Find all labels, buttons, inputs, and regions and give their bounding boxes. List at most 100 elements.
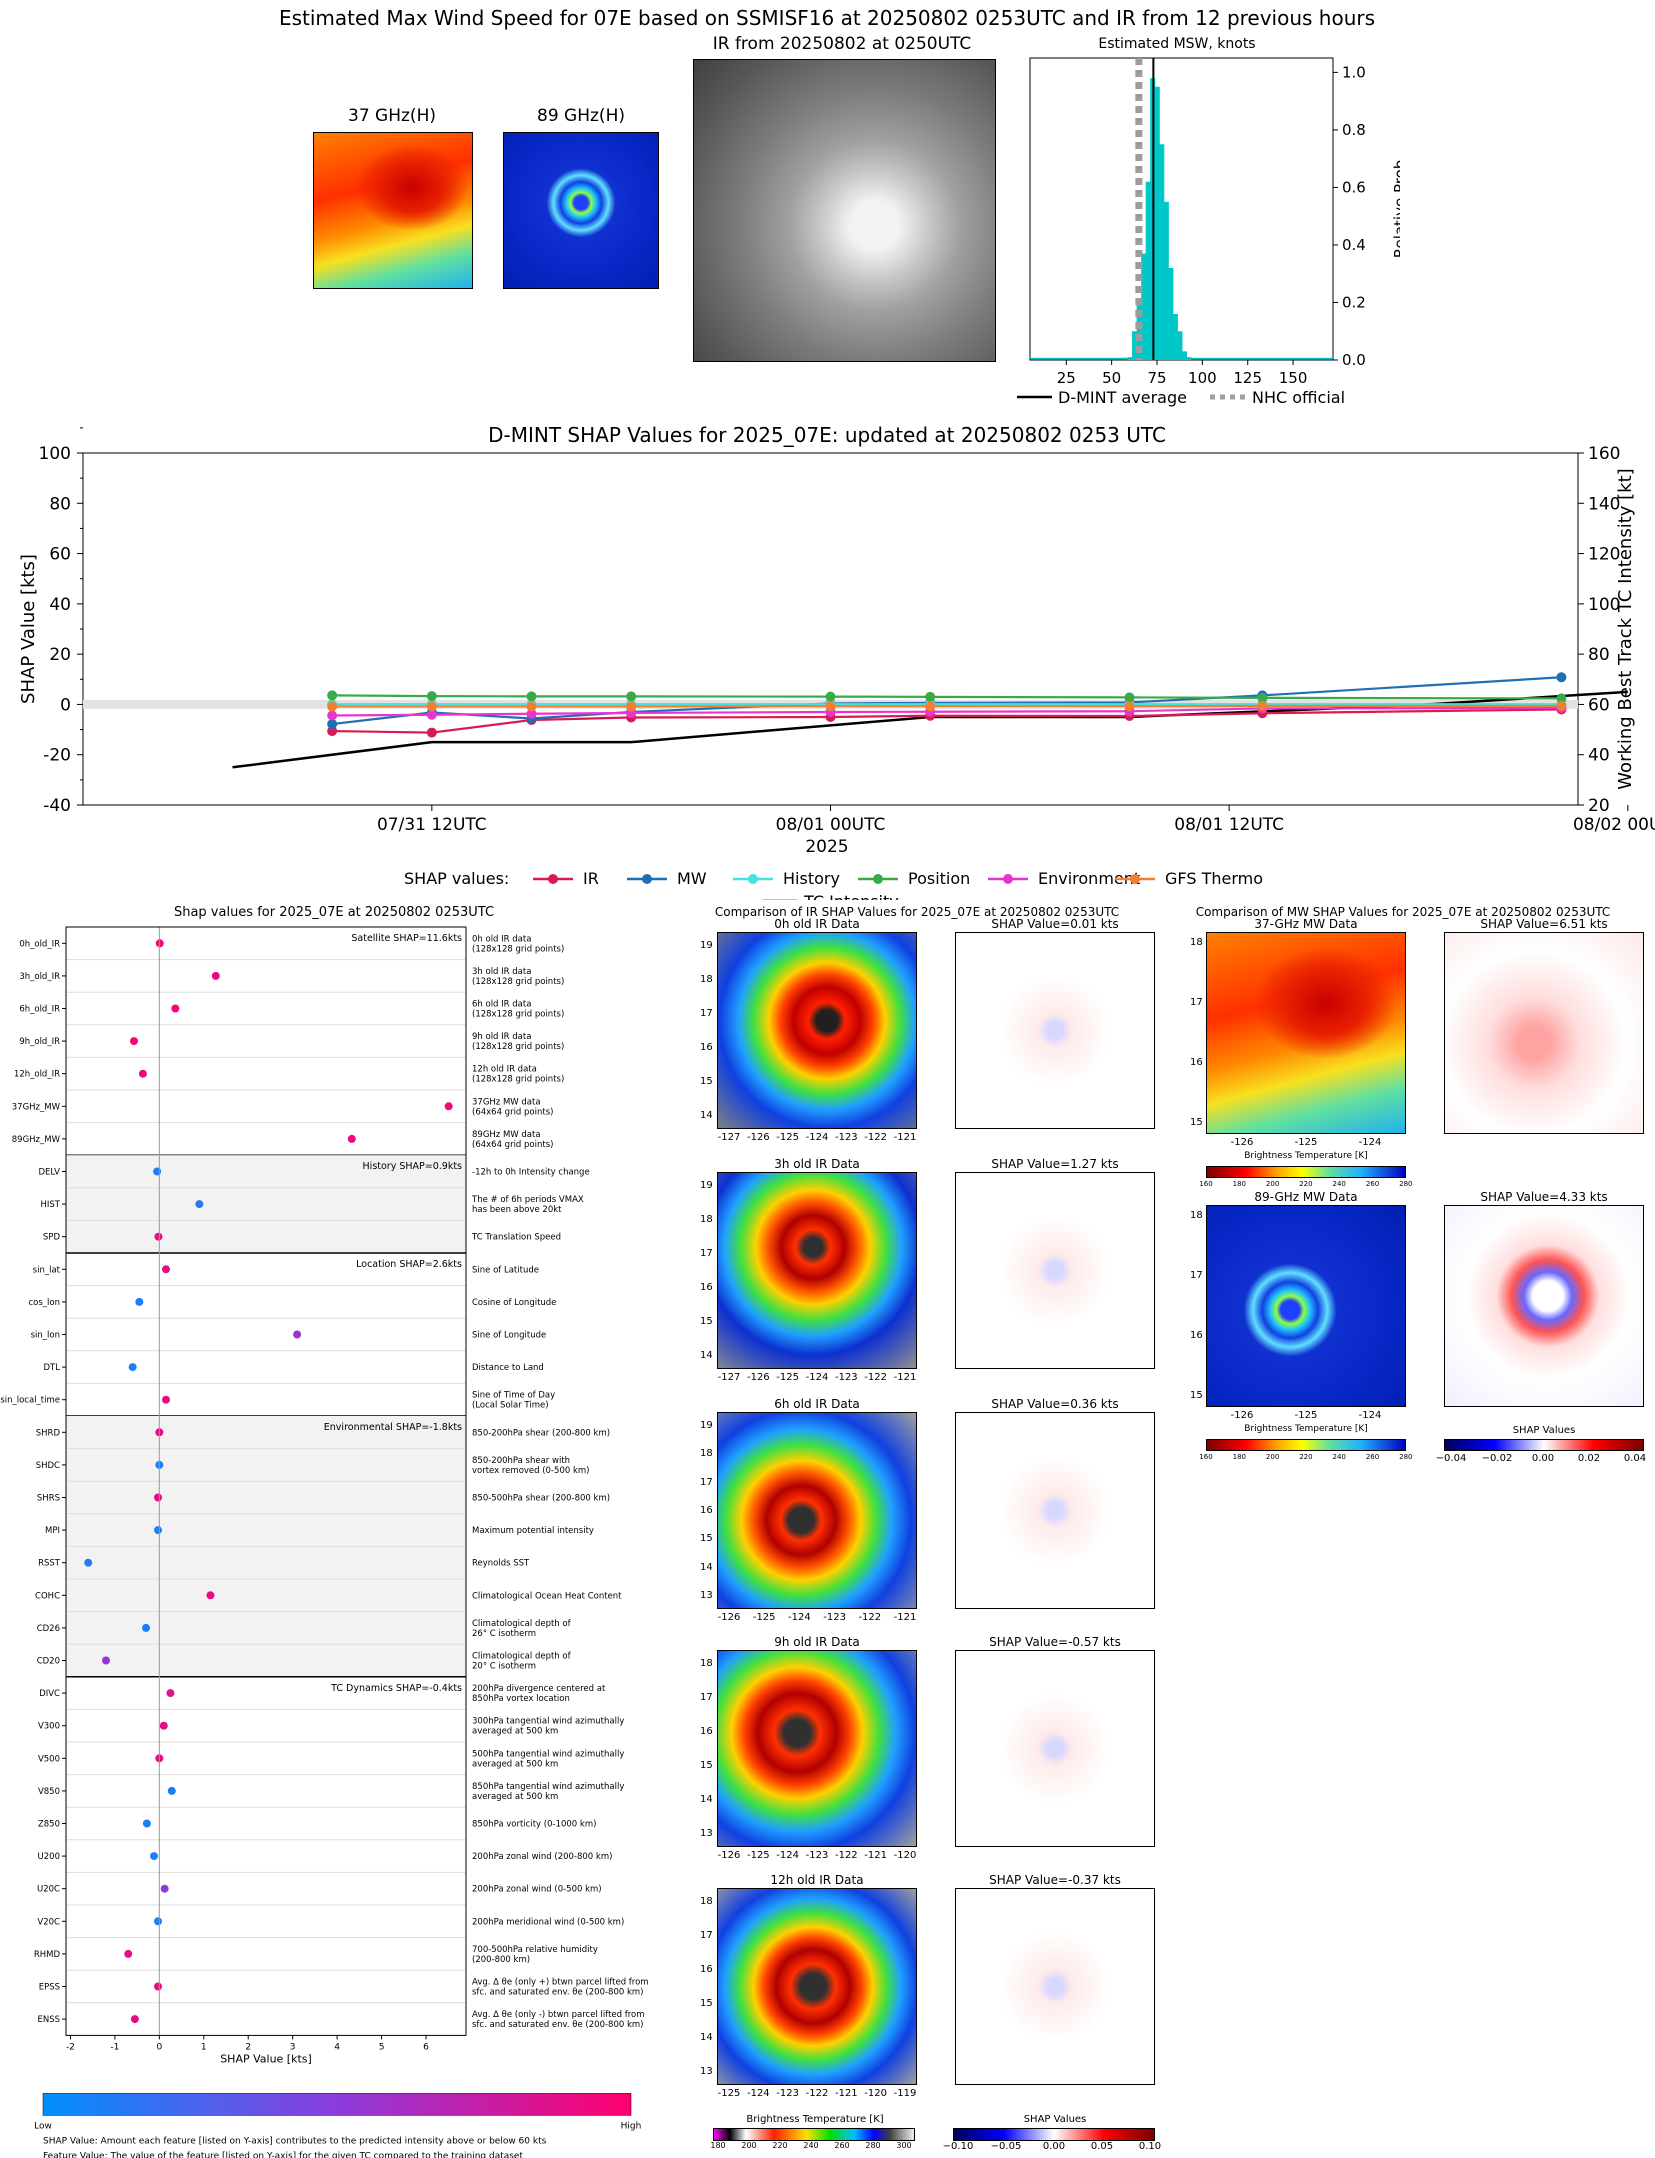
legend-swatch-dot <box>1003 874 1013 884</box>
ir-xtick-label: -125 <box>776 1372 800 1383</box>
feature-colorbar <box>42 2093 632 2116</box>
feature-xtick-label: -2 <box>66 2042 75 2052</box>
feature-shap-dot <box>130 1037 138 1046</box>
ir-ytick-label: 15 <box>700 1076 713 1087</box>
ir-shap-label: SHAP Values <box>1023 2114 1087 2125</box>
ir-xtick-label: -124 <box>805 1372 829 1383</box>
mw-xtick-label: -126 <box>1230 1410 1254 1421</box>
ir-ytick-label: 16 <box>700 1726 713 1737</box>
feature-name: COHC <box>35 1591 60 1601</box>
mw-bt-tick: 200 <box>1265 1453 1280 1461</box>
ir-xtick-label: -125 <box>746 1850 770 1861</box>
feature-desc: 37GHz MW data <box>472 1097 541 1107</box>
line-ylabel-right: Working Best Track TC Intensity [kt] <box>1615 468 1636 789</box>
ir-shap-tick: 0.10 <box>1138 2141 1162 2152</box>
feature-desc: vortex removed (0-500 km) <box>472 1466 589 1476</box>
feature-desc: 200hPa divergence centered at <box>472 1684 606 1694</box>
feature-desc: sfc. and saturated env. θe (200-800 km) <box>472 1988 644 1998</box>
legend-swatch-dot <box>1130 874 1140 884</box>
mw89-image <box>503 132 659 289</box>
mw-compare-title: Comparison of MW SHAP Values for 2025_07… <box>1195 905 1611 919</box>
histogram-bar <box>1177 331 1183 360</box>
ir-xtick-label: -120 <box>864 2088 888 2099</box>
histogram-ytick-label: 0.2 <box>1342 293 1366 311</box>
mw-bt-tick: 240 <box>1332 1453 1346 1461</box>
ir-xtick-label: -121 <box>893 1612 917 1623</box>
ir-bt-tick: 220 <box>772 2141 788 2150</box>
ir-row-label: 12h old IR Data <box>770 1873 864 1887</box>
mw-shap-colorbar <box>1444 1439 1644 1451</box>
feature-desc: averaged at 500 km <box>472 1792 558 1802</box>
ir-row-shap: SHAP Value=0.01 kts <box>991 917 1119 931</box>
series-point-mw <box>327 719 338 730</box>
mw-xtick-label: -126 <box>1230 1137 1254 1148</box>
ir-bt-tick: 300 <box>896 2141 912 2150</box>
series-point-mw <box>1556 672 1567 683</box>
ir-xtick-label: -124 <box>746 2088 770 2099</box>
ir-row-shap: SHAP Value=-0.37 kts <box>989 1873 1121 1887</box>
ir-xtick-label: -127 <box>717 1372 741 1383</box>
feature-shap-dot <box>206 1591 215 1600</box>
feature-desc: 200hPa zonal wind (0-500 km) <box>472 1885 602 1895</box>
group-shade <box>66 1155 466 1253</box>
ir-xtick-label: -125 <box>717 2088 741 2099</box>
ir-ytick-label: 18 <box>700 1658 713 1669</box>
feature-desc: 3h old IR data <box>472 967 531 977</box>
series-point-gfs-thermo <box>526 701 537 712</box>
series-point-environment <box>526 708 537 719</box>
feature-desc: (128x128 grid points) <box>472 944 564 954</box>
feature-desc: (64x64 grid points) <box>472 1107 553 1117</box>
colorbar-high-label: High <box>621 2121 642 2131</box>
ir-shap-image <box>955 1412 1155 1609</box>
left-ytick-label: 0 <box>60 695 71 715</box>
legend-label: History <box>783 869 840 888</box>
feature-desc: Reynolds SST <box>472 1559 530 1569</box>
ir-data-image <box>717 1172 917 1369</box>
ir-row-label: 9h old IR Data <box>774 1635 860 1649</box>
mw-shap-tick: −0.02 <box>1481 1453 1513 1464</box>
feature-shap-dot <box>130 2015 139 2024</box>
feature-xtick-label: 5 <box>379 2042 385 2052</box>
ir-row-label: 3h old IR Data <box>774 1157 860 1171</box>
histogram-bar <box>1168 267 1174 360</box>
histogram-bar <box>1136 299 1142 360</box>
feature-name: RHMD <box>34 1950 61 1960</box>
ir-ytick-label: 17 <box>700 1930 713 1941</box>
feature-name: 3h_old_IR <box>19 972 60 982</box>
line-xtick-label: 08/02 00UTC <box>1573 815 1655 835</box>
feature-desc: TC Translation Speed <box>471 1233 561 1243</box>
feature-name: ENSS <box>37 2015 60 2025</box>
ir-ytick-label: 15 <box>700 1533 713 1545</box>
histogram-ytick-label: 1.0 <box>1342 63 1366 81</box>
ir-xtick-label: -119 <box>893 2088 917 2099</box>
mw-shap-tick: 0.02 <box>1577 1453 1601 1464</box>
feature-name: MPI <box>45 1526 60 1536</box>
ir-xtick-label: -126 <box>746 1132 770 1143</box>
feature-name: V20C <box>37 1917 60 1927</box>
mw-shap-tick: 0.04 <box>1623 1453 1647 1464</box>
feature-name: sin_local_time <box>0 1396 60 1406</box>
histogram-bar <box>1186 357 1192 360</box>
group-label: History SHAP=0.9kts <box>363 1161 463 1172</box>
feature-name: V850 <box>38 1787 60 1797</box>
feature-desc: Cosine of Longitude <box>472 1298 556 1308</box>
series-point-position <box>825 691 836 702</box>
left-ytick-label: 60 <box>49 545 71 565</box>
histogram-bar <box>1159 144 1165 360</box>
feature-shap-dot <box>154 1526 162 1535</box>
histogram-bar <box>1141 253 1147 360</box>
series-point-position <box>526 691 537 702</box>
series-point-gfs-thermo <box>1124 701 1135 712</box>
ir-ytick-label: 19 <box>700 940 713 951</box>
mw-bt-tick: 180 <box>1232 1453 1246 1461</box>
feature-xtick-label: 4 <box>334 2042 340 2052</box>
feature-desc: averaged at 500 km <box>472 1727 558 1737</box>
ir-data-image <box>717 1650 917 1847</box>
legend-label: MW <box>677 869 707 888</box>
ir-ytick-label: 16 <box>700 1964 713 1975</box>
ir-bt-tick: 200 <box>741 2141 757 2150</box>
ir-xtick-label: -124 <box>805 1132 829 1143</box>
feature-name: 37GHz_MW <box>12 1102 61 1112</box>
feature-shap-dot <box>162 1395 170 1404</box>
ir-ytick-label: 19 <box>700 1420 713 1431</box>
